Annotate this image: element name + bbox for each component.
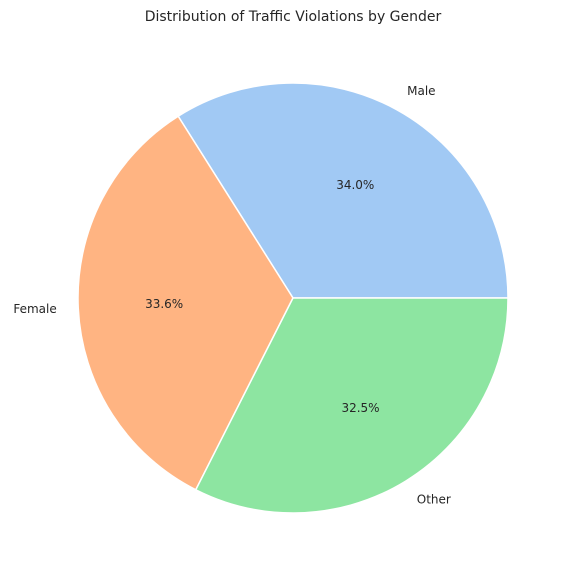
chart-title: Distribution of Traffic Violations by Ge… [145, 9, 442, 25]
percent-label-female: 33.6% [145, 297, 183, 311]
slice-label-other: Other [417, 493, 451, 507]
pie-slice-male [177, 82, 509, 299]
pie-slice-female [77, 115, 294, 491]
slice-label-female: Female [13, 302, 56, 316]
slice-label-male: Male [407, 84, 435, 98]
pie-labels: Male 34.0% Female 33.6% Other 32.5% [13, 84, 451, 507]
pie-slice-other [194, 297, 509, 514]
percent-label-male: 34.0% [336, 178, 374, 192]
percent-label-other: 32.5% [341, 401, 379, 415]
pie-slices [77, 82, 509, 514]
